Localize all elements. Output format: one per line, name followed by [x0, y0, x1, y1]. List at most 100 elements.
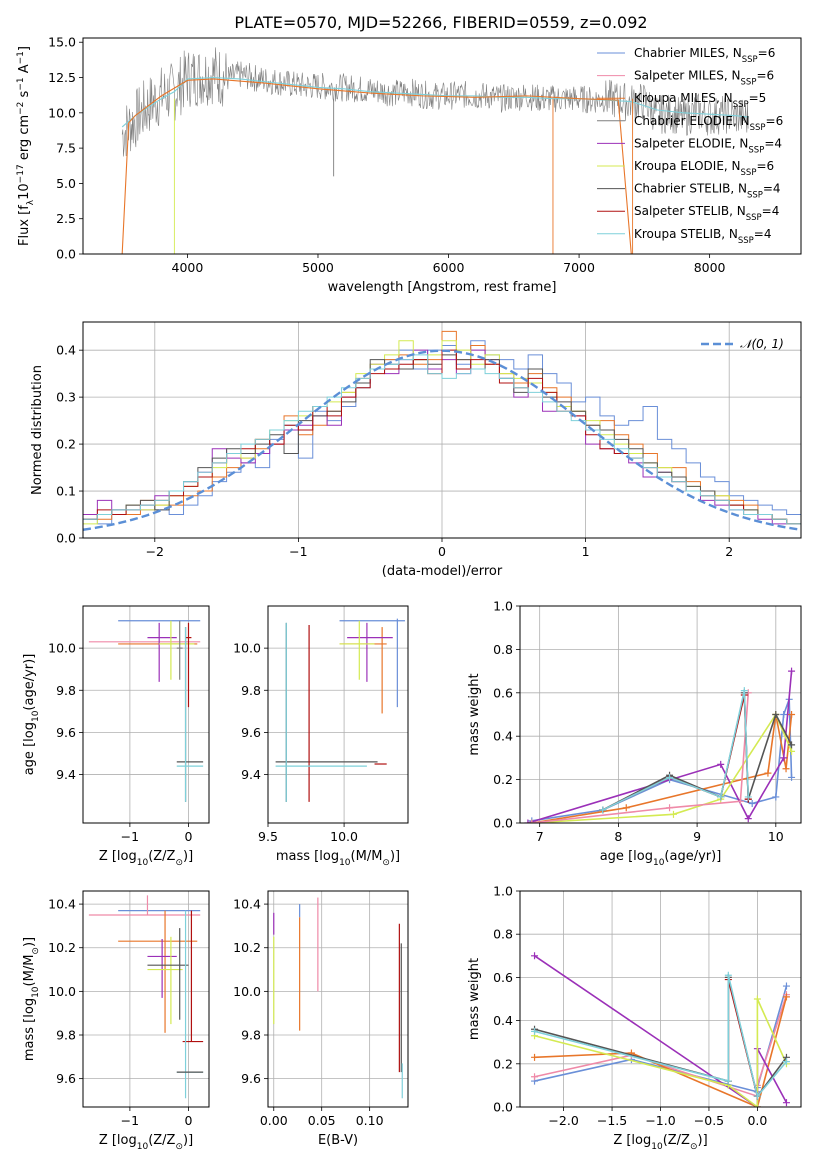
x-axis-label: Z [log10(Z/Z⊙)]	[99, 1133, 193, 1152]
axes-frame	[519, 890, 802, 1108]
plot-area	[83, 330, 801, 531]
x-axis-label: wavelength [Angstrom, rest frame]	[328, 280, 557, 295]
x-tick-label: 0	[438, 544, 446, 559]
figure-title: PLATE=0570, MJD=52266, FIBERID=0559, z=0…	[234, 13, 647, 32]
weight-marker	[740, 687, 748, 695]
y-tick-label: 0.2	[493, 772, 513, 787]
weight-marker	[669, 810, 677, 818]
y-tick-label: 0.0	[493, 1100, 513, 1115]
x-tick-label: 0.10	[356, 1113, 384, 1128]
weight-vs-age-panel: 7 8 9 10 0.0 0.2 0.4 0.6 0.8 1.0 age [log10(age/yr…	[467, 599, 802, 868]
x-tick-label: −1.0	[645, 1113, 675, 1128]
x-tick-label: 0.00	[260, 1113, 288, 1128]
y-tick-label: 10.4	[48, 897, 76, 912]
legend-entry: Kroupa ELODIE, NSSP=6	[634, 159, 774, 178]
x-tick-label: −1.5	[597, 1113, 627, 1128]
x-tick-label: −2	[146, 544, 164, 559]
legend-entry: 𝒩(0, 1)	[740, 337, 784, 351]
x-tick-label: 1	[582, 544, 590, 559]
x-axis-label: Z [log10(Z/Z⊙)]	[613, 1133, 707, 1152]
axes-frame	[82, 37, 802, 255]
y-tick-label: 10.2	[48, 940, 76, 955]
x-axis-label: (data-model)/error	[382, 564, 503, 579]
weight-marker	[666, 804, 674, 812]
y-tick-label: 10.0	[233, 984, 261, 999]
weight-marker	[782, 982, 790, 990]
weight-marker	[753, 1092, 761, 1100]
y-tick-label: 10.0	[48, 984, 76, 999]
x-tick-label: 8	[614, 829, 622, 844]
residuals-panel: −2 −1 0 1 2 0.0 0.1 0.2 0.3 0.4 (data-model)/error…	[30, 321, 802, 579]
y-tick-label: 9.8	[56, 683, 76, 698]
weight-marker	[788, 711, 796, 718]
y-tick-label: 0.3	[56, 390, 76, 405]
y-tick-label: 12.5	[48, 70, 76, 85]
weight-series-line	[531, 692, 750, 823]
axes-frame	[267, 605, 409, 824]
weight-marker	[599, 806, 607, 814]
weight-marker	[772, 793, 780, 801]
y-axis-label: mass [log10(M/M⊙)]	[22, 937, 41, 1061]
y-tick-label: 15.0	[48, 35, 76, 50]
axes-frame	[82, 321, 802, 539]
x-tick-label: 0.0	[747, 1113, 767, 1128]
x-axis-label: E(B-V)	[318, 1133, 358, 1148]
x-tick-label: 5000	[302, 260, 334, 275]
spectrum-data-line	[121, 47, 749, 157]
weight-marker	[717, 793, 725, 801]
x-tick-label: 10	[768, 829, 784, 844]
x-tick-label: 9	[693, 829, 701, 844]
y-axis-label: Flux [fλ10−17 erg cm−2 s−1 A−1]	[16, 46, 36, 246]
weight-marker	[736, 797, 744, 805]
y-tick-label: 0.8	[493, 642, 513, 657]
x-tick-label: −1	[121, 1113, 139, 1128]
weight-marker	[524, 819, 532, 823]
x-tick-label: 9.5	[258, 829, 278, 844]
x-tick-label: 8000	[694, 260, 726, 275]
legend-entry: Kroupa MILES, NSSP=5	[634, 91, 766, 110]
x-tick-label: 0	[185, 829, 193, 844]
y-tick-label: 9.8	[241, 1028, 261, 1043]
y-tick-label: 7.5	[56, 141, 76, 156]
x-axis-label: Z [log10(Z/Z⊙)]	[99, 849, 193, 868]
age-vs-metallicity-panel: −1 0 9.4 9.6 9.8 10.0 Z [log10(Z/Z⊙)] age [log1…	[22, 605, 210, 868]
weight-marker	[531, 1027, 539, 1035]
plot-area	[275, 618, 405, 802]
y-tick-label: 9.4	[56, 767, 76, 782]
legend-entry: Salpeter MILES, NSSP=6	[634, 69, 774, 88]
weight-vs-metallicity-panel: −2.0 −1.5 −1.0 −0.5 0.0 0.0 0.2 0.4 0.6 0.8 1.0 Z […	[467, 884, 802, 1152]
axes-frame	[82, 890, 210, 1108]
legend-entry: Chabrier STELIB, NSSP=4	[634, 182, 781, 201]
plot-area	[273, 897, 403, 1099]
plot-area	[524, 667, 796, 823]
histogram-step	[83, 354, 801, 525]
weight-marker	[744, 793, 752, 801]
x-tick-label: −0.5	[694, 1113, 724, 1128]
mass-vs-extinction-panel: 0.00 0.05 0.10 9.6 9.8 10.0 10.2 10.4 E(B-V)	[233, 890, 409, 1148]
weight-marker	[528, 819, 536, 823]
y-tick-label: 10.0	[233, 641, 261, 656]
x-tick-label: −1	[289, 544, 307, 559]
weight-marker	[782, 993, 790, 1001]
y-tick-label: 9.6	[241, 1071, 261, 1086]
y-axis-label: Normed distribution	[30, 365, 45, 495]
legend-entry: Salpeter STELIB, NSSP=4	[634, 204, 779, 223]
weight-marker	[666, 773, 674, 781]
x-tick-label: 7	[536, 829, 544, 844]
axes-frame	[267, 890, 409, 1108]
y-tick-label: 0.2	[493, 1056, 513, 1071]
mass-vs-metallicity-panel: −1 0 9.6 9.8 10.0 10.2 10.4 Z [log10(Z/Z⊙)] mass…	[22, 890, 210, 1152]
weight-marker	[782, 765, 790, 773]
legend-entry: Kroupa STELIB, NSSP=4	[634, 227, 772, 246]
y-tick-label: 9.6	[241, 725, 261, 740]
weight-series-line	[534, 996, 788, 1107]
age-vs-mass-panel: 9.5 10.0 9.4 9.6 9.8 10.0 mass [log10(M/M⊙)]	[233, 605, 409, 868]
plot-area	[121, 47, 749, 254]
weight-marker	[788, 741, 796, 749]
y-tick-label: 9.8	[56, 1028, 76, 1043]
weight-series-line	[531, 714, 793, 823]
x-tick-label: 10.0	[330, 829, 358, 844]
legend-entry: Salpeter ELODIE, NSSP=4	[634, 136, 782, 155]
y-tick-label: 0.0	[56, 531, 76, 546]
plot-area	[531, 952, 790, 1107]
